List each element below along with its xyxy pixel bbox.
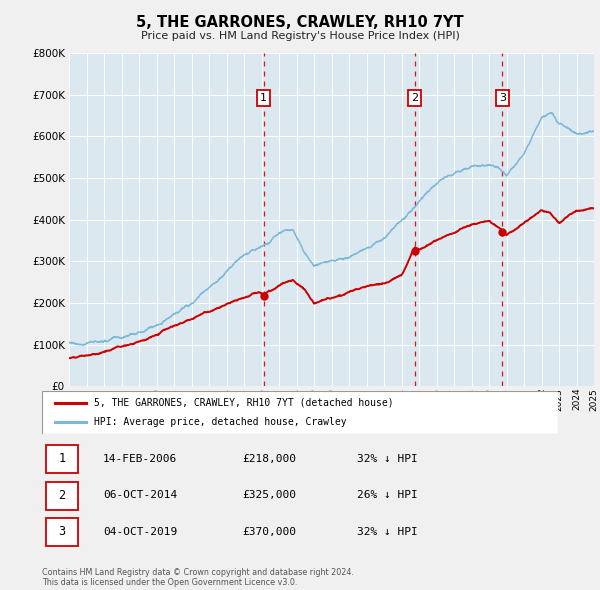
Text: 3: 3 bbox=[499, 93, 506, 103]
Text: £370,000: £370,000 bbox=[242, 527, 296, 537]
FancyBboxPatch shape bbox=[46, 445, 78, 473]
Text: 2: 2 bbox=[411, 93, 418, 103]
Text: Contains HM Land Registry data © Crown copyright and database right 2024.
This d: Contains HM Land Registry data © Crown c… bbox=[42, 568, 354, 587]
Text: 5, THE GARRONES, CRAWLEY, RH10 7YT: 5, THE GARRONES, CRAWLEY, RH10 7YT bbox=[136, 15, 464, 30]
Text: 06-OCT-2014: 06-OCT-2014 bbox=[103, 490, 177, 500]
Text: £325,000: £325,000 bbox=[242, 490, 296, 500]
Text: 32% ↓ HPI: 32% ↓ HPI bbox=[358, 527, 418, 537]
FancyBboxPatch shape bbox=[46, 518, 78, 546]
Text: 5, THE GARRONES, CRAWLEY, RH10 7YT (detached house): 5, THE GARRONES, CRAWLEY, RH10 7YT (deta… bbox=[94, 398, 393, 408]
Text: Price paid vs. HM Land Registry's House Price Index (HPI): Price paid vs. HM Land Registry's House … bbox=[140, 31, 460, 41]
Text: 3: 3 bbox=[59, 525, 65, 539]
Text: £218,000: £218,000 bbox=[242, 454, 296, 464]
FancyBboxPatch shape bbox=[46, 481, 78, 510]
Text: HPI: Average price, detached house, Crawley: HPI: Average price, detached house, Craw… bbox=[94, 417, 346, 427]
Text: 1: 1 bbox=[260, 93, 267, 103]
Text: 14-FEB-2006: 14-FEB-2006 bbox=[103, 454, 177, 464]
Text: 04-OCT-2019: 04-OCT-2019 bbox=[103, 527, 177, 537]
Text: 2: 2 bbox=[59, 489, 65, 502]
Text: 32% ↓ HPI: 32% ↓ HPI bbox=[358, 454, 418, 464]
Text: 26% ↓ HPI: 26% ↓ HPI bbox=[358, 490, 418, 500]
Text: 1: 1 bbox=[59, 452, 65, 466]
